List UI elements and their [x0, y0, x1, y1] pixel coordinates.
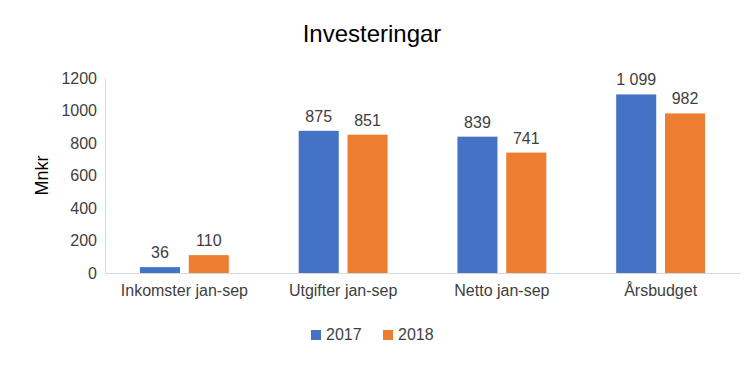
y-axis-line	[105, 79, 106, 274]
data-label: 110	[196, 232, 222, 249]
y-tick: 200	[70, 232, 105, 249]
bar	[457, 137, 497, 273]
x-tick: Utgifter jan-sep	[289, 273, 398, 299]
bar	[348, 135, 388, 273]
data-label: 1 099	[616, 71, 656, 88]
x-axis: Inkomster jan-sep Utgifter jan-sep Netto j…	[106, 273, 741, 299]
y-tick: 1000	[61, 102, 105, 119]
data-label: 875	[305, 108, 332, 125]
data-label: 36	[151, 244, 169, 261]
y-tick: 0	[88, 265, 105, 282]
y-tick-label: 0	[88, 265, 97, 282]
y-tick-label: 200	[70, 232, 97, 249]
x-tick-label: Netto jan-sep	[454, 282, 549, 299]
x-tick-label: Inkomster jan-sep	[121, 282, 248, 299]
data-labels: 36 875 839 1 099 110 851 741 982	[151, 71, 698, 261]
x-tick: Årsbudget	[624, 273, 697, 299]
x-tick: Netto jan-sep	[454, 273, 549, 299]
x-tick-label: Årsbudget	[624, 281, 697, 299]
y-tick-label: 600	[70, 167, 97, 184]
y-axis: 0 200 400 600 800 1000 1200	[61, 70, 105, 282]
legend-label: 2018	[398, 326, 434, 343]
bar	[616, 94, 656, 273]
bars	[140, 94, 705, 273]
plot-area: 0 200 400 600 800 1000 1200 Inkomster jan-sep Ut…	[61, 70, 740, 300]
data-label: 839	[464, 114, 491, 131]
bar	[189, 255, 229, 273]
data-label: 741	[513, 130, 540, 147]
y-tick: 800	[70, 135, 105, 152]
legend-label: 2017	[326, 326, 362, 343]
bar	[665, 113, 705, 273]
bar	[506, 153, 546, 273]
y-tick: 600	[70, 167, 105, 184]
y-tick: 1200	[61, 70, 105, 87]
legend: 2017 2018	[311, 326, 434, 343]
y-tick-label: 400	[70, 200, 97, 217]
chart: 0 200 400 600 800 1000 1200 Inkomster jan-sep Ut…	[0, 0, 754, 370]
y-axis-title: Mnkr	[32, 155, 52, 195]
bar	[299, 131, 339, 273]
x-tick: Inkomster jan-sep	[121, 273, 248, 299]
y-tick-label: 800	[70, 135, 97, 152]
data-label: 982	[672, 90, 699, 107]
legend-swatch	[311, 330, 321, 340]
x-axis-line	[106, 273, 741, 274]
bar	[140, 267, 180, 273]
y-tick: 400	[70, 200, 105, 217]
legend-swatch	[383, 330, 393, 340]
title: Investeringar	[303, 20, 442, 47]
y-tick-label: 1000	[61, 102, 97, 119]
y-tick-label: 1200	[61, 70, 97, 87]
data-label: 851	[354, 112, 381, 129]
x-tick-label: Utgifter jan-sep	[289, 282, 398, 299]
